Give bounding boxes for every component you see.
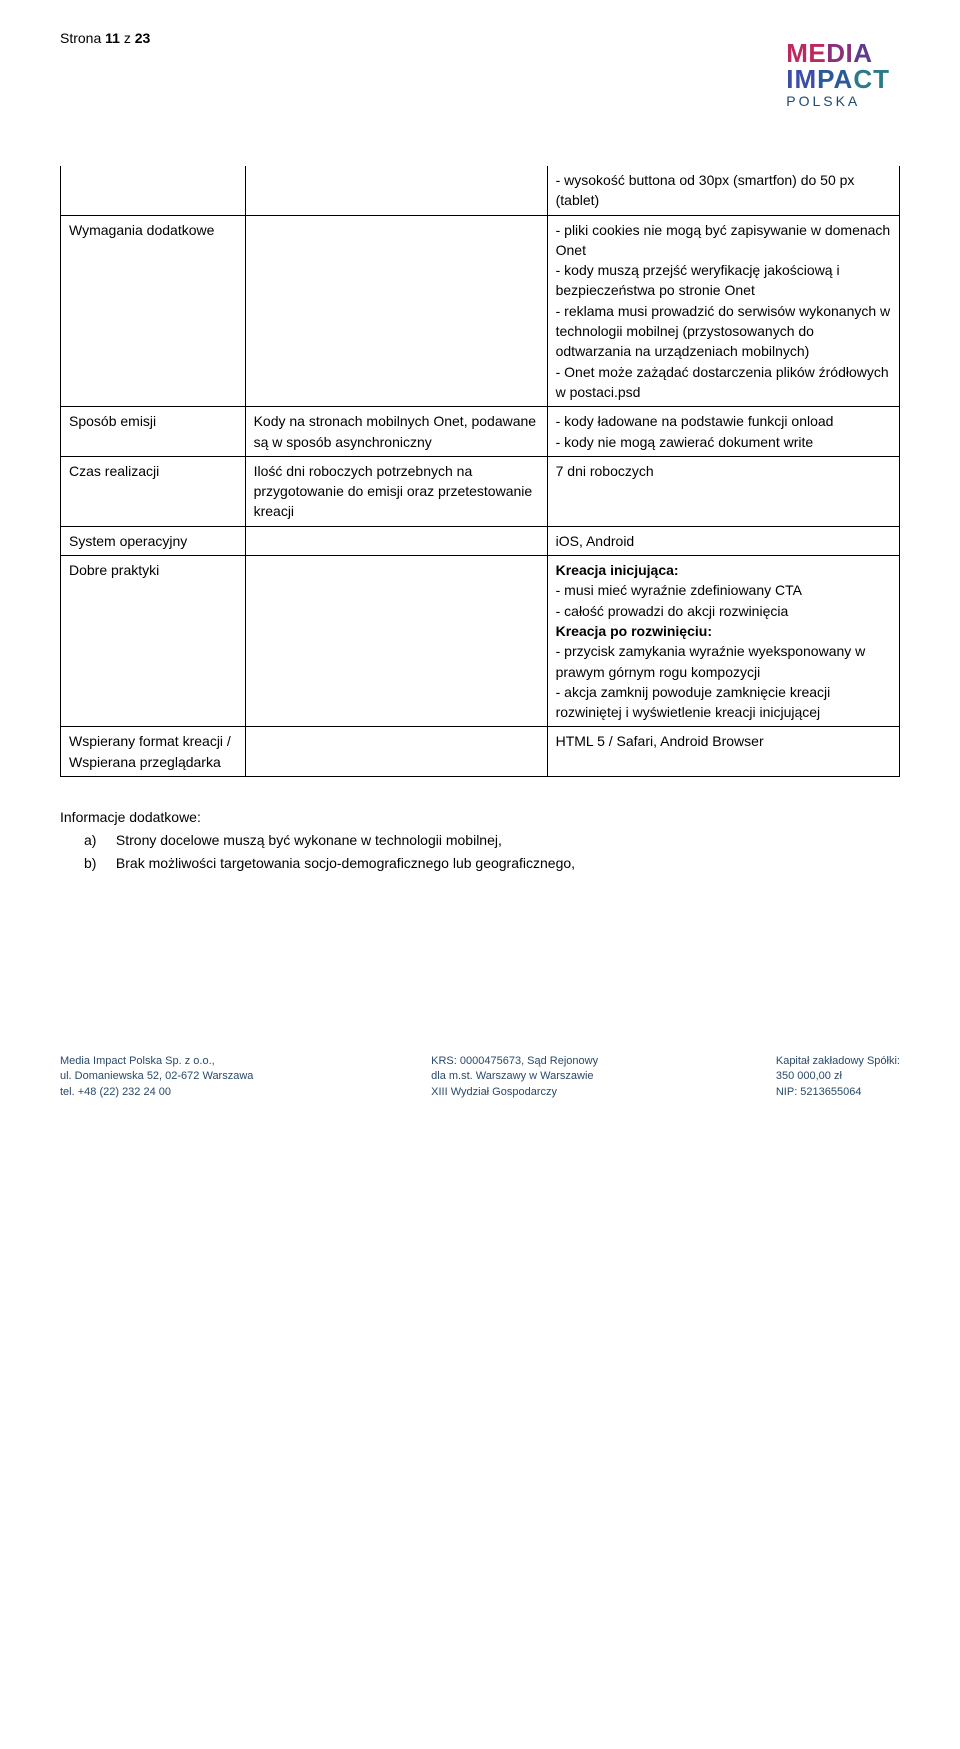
cell-value: iOS, Android (547, 526, 899, 555)
logo-ct: CT (853, 64, 890, 94)
footer-line: 350 000,00 zł (776, 1069, 900, 1084)
footer-line: dla m.st. Warszawy w Warszawie (431, 1069, 598, 1084)
footer-left: Media Impact Polska Sp. z o.o., ul. Doma… (60, 1054, 253, 1100)
footer-right: Kapitał zakładowy Spółki: 350 000,00 zł … (776, 1054, 900, 1100)
list-item: b) Brak możliwości targetowania socjo-de… (84, 853, 900, 874)
footer-line: NIP: 5213655064 (776, 1085, 900, 1100)
footer-line: Kapitał zakładowy Spółki: (776, 1054, 900, 1069)
cell-value: - kody ładowane na podstawie funkcji onl… (547, 407, 899, 457)
additional-info: Informacje dodatkowe: a) Strony docelowe… (60, 807, 900, 874)
cell-label: Czas realizacji (61, 456, 246, 526)
page-current: 11 (105, 30, 120, 46)
additional-info-heading: Informacje dodatkowe: (60, 807, 900, 828)
cell-value: - wysokość buttona od 30px (smartfon) do… (547, 166, 899, 215)
cell-desc: Kody na stronach mobilnych Onet, podawan… (245, 407, 547, 457)
table-row: Wspierany format kreacji / Wspierana prz… (61, 727, 900, 777)
table-row: System operacyjny iOS, Android (61, 526, 900, 555)
logo-line3: POLSKA (786, 94, 890, 108)
cell-value: 7 dni roboczych (547, 456, 899, 526)
cell-desc (245, 215, 547, 407)
footer-line: ul. Domaniewska 52, 02-672 Warszawa (60, 1069, 253, 1084)
footer-mid: KRS: 0000475673, Sąd Rejonowy dla m.st. … (431, 1054, 598, 1100)
logo-pa: PA (817, 64, 853, 94)
cell-label (61, 166, 246, 215)
cell-text: - musi mieć wyraźnie zdefiniowany CTA - … (556, 582, 802, 618)
cell-label: Wspierany format kreacji / Wspierana prz… (61, 727, 246, 777)
list-text: Strony docelowe muszą być wykonane w tec… (116, 832, 502, 848)
cell-text: - przycisk zamykania wyraźnie wyeksponow… (556, 643, 866, 720)
cell-value: - pliki cookies nie mogą być zapisywanie… (547, 215, 899, 407)
cell-desc (245, 526, 547, 555)
page-total: 23 (135, 30, 151, 46)
cell-label: Sposób emisji (61, 407, 246, 457)
logo-im: IM (786, 64, 817, 94)
logo-line2: IMPACT (786, 66, 890, 92)
logo-line1: MEDIA (786, 40, 890, 66)
subheading: Kreacja po rozwinięciu: (556, 623, 712, 639)
list-text: Brak możliwości targetowania socjo-demog… (116, 855, 575, 871)
list-marker: a) (84, 832, 96, 848)
table-row: Czas realizacji Ilość dni roboczych potr… (61, 456, 900, 526)
list-marker: b) (84, 855, 96, 871)
cell-desc (245, 556, 547, 727)
table-row: Dobre praktyki Kreacja inicjująca: - mus… (61, 556, 900, 727)
table-row: Wymagania dodatkowe - pliki cookies nie … (61, 215, 900, 407)
table-row: - wysokość buttona od 30px (smartfon) do… (61, 166, 900, 215)
cell-label: Wymagania dodatkowe (61, 215, 246, 407)
cell-value: HTML 5 / Safari, Android Browser (547, 727, 899, 777)
cell-desc (245, 727, 547, 777)
page-footer: Media Impact Polska Sp. z o.o., ul. Doma… (60, 1054, 900, 1100)
page-number: Strona 11 z 23 (60, 30, 900, 46)
cell-value: Kreacja inicjująca: - musi mieć wyraźnie… (547, 556, 899, 727)
table-row: Sposób emisji Kody na stronach mobilnych… (61, 407, 900, 457)
cell-desc: Ilość dni roboczych potrzebnych na przyg… (245, 456, 547, 526)
page-sep: z (120, 30, 135, 46)
cell-label: System operacyjny (61, 526, 246, 555)
cell-label: Dobre praktyki (61, 556, 246, 727)
cell-desc (245, 166, 547, 215)
list-item: a) Strony docelowe muszą być wykonane w … (84, 830, 900, 851)
footer-line: XIII Wydział Gospodarczy (431, 1085, 598, 1100)
footer-line: Media Impact Polska Sp. z o.o., (60, 1054, 253, 1069)
brand-logo: MEDIA IMPACT POLSKA (786, 40, 890, 108)
spec-table: - wysokość buttona od 30px (smartfon) do… (60, 166, 900, 777)
page-prefix: Strona (60, 30, 105, 46)
footer-line: tel. +48 (22) 232 24 00 (60, 1085, 253, 1100)
footer-line: KRS: 0000475673, Sąd Rejonowy (431, 1054, 598, 1069)
subheading: Kreacja inicjująca: (556, 562, 679, 578)
